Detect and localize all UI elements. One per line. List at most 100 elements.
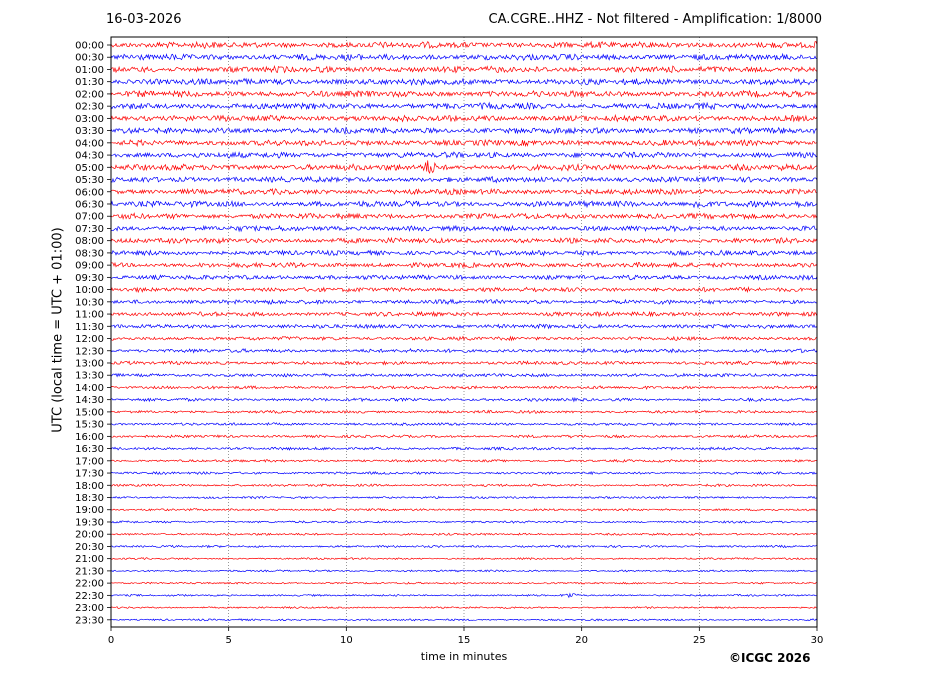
y-tick-label: 01:00: [75, 65, 104, 76]
trace-row-0200: [110, 89, 818, 99]
trace-row-1200: [110, 335, 818, 342]
y-tick-label: 08:30: [75, 248, 104, 259]
y-tick-label: 18:30: [75, 493, 104, 504]
trace-row-0800: [110, 236, 818, 245]
trace-row-2100: [110, 557, 818, 561]
y-tick-label: 01:30: [75, 77, 104, 88]
trace-row-0830: [110, 249, 818, 257]
y-tick-label: 18:00: [75, 481, 104, 492]
trace-row-0000: [110, 40, 818, 50]
trace-row-2230: [110, 592, 818, 599]
y-axis-label: UTC (local time = UTC + 01:00): [50, 227, 66, 433]
trace-row-2330: [110, 618, 818, 622]
y-tick-label: 07:00: [75, 212, 104, 223]
grid-lines: [228, 37, 700, 627]
x-tick-label: 25: [693, 635, 706, 646]
y-tick-label: 05:00: [75, 163, 104, 174]
y-tick-label: 06:30: [75, 199, 104, 210]
trace-row-2000: [110, 532, 818, 536]
station-title: CA.CGRE..HHZ - Not filtered - Amplificat…: [488, 12, 823, 27]
trace-row-0530: [110, 175, 818, 184]
trace-row-1330: [110, 372, 818, 378]
seismic-traces: [110, 40, 818, 622]
y-tick-label: 21:00: [75, 554, 104, 565]
y-tick-label: 05:30: [75, 175, 104, 186]
y-tick-label: 23:30: [75, 615, 104, 626]
y-tick-label: 06:00: [75, 187, 104, 198]
y-tick-label: 20:00: [75, 530, 104, 541]
y-tick-label: 19:00: [75, 505, 104, 516]
y-tick-label: 03:00: [75, 114, 104, 125]
y-tick-label: 12:00: [75, 334, 104, 345]
trace-row-1130: [110, 323, 818, 330]
trace-row-1430: [110, 396, 818, 403]
trace-row-0330: [110, 126, 818, 135]
trace-row-0030: [110, 52, 818, 62]
y-tick-label: 10:00: [75, 285, 104, 296]
trace-row-1030: [110, 298, 818, 305]
trace-row-1500: [110, 409, 818, 414]
y-tick-label: 00:00: [75, 41, 104, 52]
y-tick-label: 13:00: [75, 358, 104, 369]
trace-row-1600: [110, 434, 818, 439]
trace-row-1300: [110, 360, 818, 366]
trace-row-2300: [110, 606, 817, 610]
y-tick-label: 17:30: [75, 469, 104, 480]
trace-row-0730: [110, 224, 818, 233]
y-tick-label: 22:30: [75, 591, 104, 602]
x-tick-label: 10: [340, 635, 353, 646]
y-tick-label: 11:00: [75, 310, 104, 321]
copyright-label: ©ICGC 2026: [729, 651, 811, 665]
trace-row-2200: [110, 581, 818, 585]
y-tick-label: 19:30: [75, 517, 104, 528]
y-tick-label: 16:00: [75, 432, 104, 443]
trace-row-2030: [110, 544, 818, 549]
trace-row-0600: [110, 187, 818, 196]
y-tick-label: 09:30: [75, 273, 104, 284]
trace-row-0300: [110, 113, 818, 123]
trace-row-1100: [110, 310, 818, 318]
trace-row-1930: [110, 520, 818, 524]
trace-row-0100: [110, 64, 818, 74]
x-tick-label: 20: [575, 635, 588, 646]
trace-row-2130: [110, 569, 818, 573]
y-tick-label: 00:30: [75, 53, 104, 64]
y-tick-label: 04:30: [75, 151, 104, 162]
y-tick-label: 12:30: [75, 346, 104, 357]
y-tick-label: 15:00: [75, 407, 104, 418]
y-tick-label: 14:00: [75, 383, 104, 394]
trace-row-0400: [111, 138, 818, 148]
trace-row-0230: [110, 101, 818, 111]
y-tick-label: 14:30: [75, 395, 104, 406]
y-tick-label: 17:00: [75, 456, 104, 467]
trace-row-1730: [110, 470, 818, 476]
trace-row-1530: [110, 422, 818, 427]
x-tick-label: 5: [225, 635, 231, 646]
y-tick-label: 03:30: [75, 126, 104, 137]
y-tick-label: 08:00: [75, 236, 104, 247]
date-label: 16-03-2026: [106, 12, 182, 27]
y-tick-label: 16:30: [75, 444, 104, 455]
y-tick-label: 15:30: [75, 420, 104, 431]
trace-row-1400: [110, 385, 818, 390]
x-axis-label: time in minutes: [420, 650, 508, 663]
trace-row-0500: [110, 160, 818, 174]
y-tick-label: 21:30: [75, 566, 104, 577]
trace-row-1000: [110, 286, 818, 294]
y-tick-label: 02:00: [75, 89, 104, 100]
trace-row-0430: [110, 151, 818, 159]
y-tick-label: 20:30: [75, 542, 104, 553]
x-tick-label: 0: [108, 635, 114, 646]
trace-row-0130: [110, 77, 818, 87]
trace-row-0930: [110, 274, 818, 282]
y-tick-label: 13:30: [75, 371, 104, 382]
trace-row-1900: [111, 507, 818, 512]
trace-row-1230: [110, 347, 818, 354]
y-tick-label: 09:00: [75, 261, 104, 272]
trace-row-1830: [110, 495, 818, 500]
y-tick-label: 10:30: [75, 297, 104, 308]
y-tick-label: 02:30: [75, 102, 104, 113]
x-tick-labels: 0 5 10 15 20 25 30: [108, 627, 823, 646]
